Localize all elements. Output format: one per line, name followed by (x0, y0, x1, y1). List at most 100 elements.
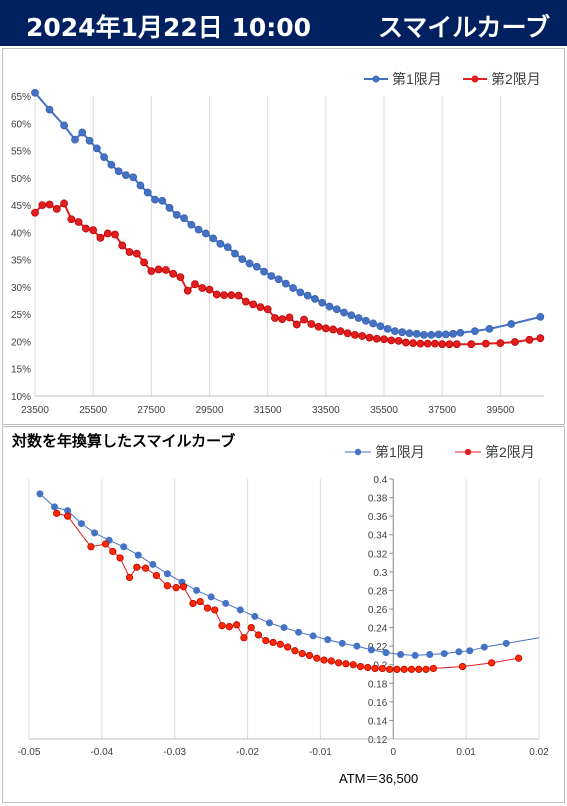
y-tick-label: 0.12 (368, 735, 388, 746)
series-line (39, 493, 540, 656)
data-point (222, 599, 230, 607)
data-point (338, 639, 346, 647)
page-header: 2024年1月22日 10:00 スマイルカーブ (0, 0, 567, 46)
data-point (165, 203, 174, 212)
data-point (193, 586, 201, 594)
y-tick-label: 0.24 (368, 624, 388, 635)
data-point (223, 243, 232, 251)
data-point (189, 599, 197, 608)
data-point (514, 654, 523, 662)
data-point (262, 636, 270, 645)
data-point (298, 649, 306, 658)
legend-swatch-marker (354, 448, 362, 456)
data-point (205, 285, 214, 294)
data-point (172, 211, 181, 219)
data-point (125, 573, 134, 582)
data-point (245, 259, 254, 268)
data-point (251, 612, 259, 620)
data-point (455, 648, 463, 656)
atm-annotation: ATM＝36,500 (339, 771, 418, 786)
smile-curve-chart-panel: 23500 25500 27500 29500 31500 33500 35500 37500… (2, 48, 565, 425)
data-point (163, 582, 172, 590)
data-point (481, 339, 490, 348)
data-point (480, 643, 488, 651)
y-tick-label: 0.36 (368, 512, 388, 523)
log-annualized-chart: 対数を年換算したスマイルカーブ -0.05 -0.04 -0.03 -0.02 -0.01… (11, 432, 549, 786)
data-point (305, 651, 314, 660)
data-point (121, 171, 130, 179)
data-point (300, 315, 308, 324)
data-point (325, 302, 334, 311)
data-point (383, 325, 392, 333)
data-point (343, 329, 352, 338)
data-point (36, 490, 44, 498)
data-point (466, 647, 474, 655)
data-point (281, 279, 290, 288)
data-point (429, 664, 437, 673)
data-point (60, 121, 68, 130)
x-tick-label: -0.01 (309, 747, 332, 758)
data-point (376, 322, 385, 331)
data-point (240, 634, 248, 642)
y-tick-label: 0.4 (373, 475, 387, 486)
data-point (332, 305, 341, 314)
x-tick-label: -0.04 (90, 747, 113, 758)
x-tick-label: -0.02 (236, 747, 259, 758)
data-point (129, 173, 138, 182)
y-tick-label: 65% (11, 92, 31, 103)
y-tick-label: 0.28 (368, 586, 388, 597)
data-point (496, 339, 505, 347)
data-point (502, 639, 510, 647)
data-point (82, 224, 90, 233)
data-point (431, 339, 439, 348)
data-point (89, 226, 98, 235)
x-tick-label: 27500 (137, 405, 165, 416)
series-line (34, 92, 541, 336)
y-tick-label: 0.14 (368, 716, 388, 727)
data-point (154, 265, 163, 274)
data-point (151, 195, 159, 204)
data-point (271, 314, 279, 322)
data-point (507, 320, 516, 328)
y-tick-label: 0.38 (368, 494, 388, 505)
data-point (456, 328, 465, 337)
data-point (85, 136, 94, 145)
data-point (397, 651, 405, 658)
data-point (485, 325, 494, 333)
header-date: 2024年1月22日 10:00 (26, 13, 312, 42)
x-tick-label: 35500 (370, 405, 398, 416)
data-point (284, 643, 292, 651)
data-point (525, 335, 534, 344)
data-point (211, 606, 219, 614)
data-point (354, 314, 363, 322)
data-point (336, 327, 345, 335)
data-point (361, 316, 370, 325)
y-tick-label: 10% (11, 392, 31, 403)
y-tick-label: 20% (11, 337, 31, 348)
data-point (416, 339, 425, 348)
y-tick-label: 0.16 (368, 698, 388, 709)
legend-label: 第2限月 (485, 444, 535, 460)
y-tick-label: 25% (11, 310, 31, 321)
data-point (147, 267, 156, 275)
log-annualized-chart-panel: 対数を年換算したスマイルカーブ -0.05 -0.04 -0.03 -0.02 -0.01… (2, 426, 565, 803)
data-point (295, 628, 303, 636)
x-tick-label: -0.03 (163, 747, 186, 758)
data-point (111, 230, 119, 239)
data-point (291, 647, 299, 655)
data-point (320, 656, 328, 664)
data-point (227, 291, 236, 299)
smile-curve-chart: 23500 25500 27500 29500 31500 33500 35500 37500… (11, 71, 545, 416)
data-point (31, 208, 39, 217)
data-point (233, 621, 241, 629)
data-point (191, 280, 199, 289)
x-tick-label: 29500 (196, 405, 224, 416)
data-point (107, 160, 116, 169)
y-tick-label: 0.26 (368, 605, 388, 616)
data-point (152, 571, 161, 580)
data-point (369, 319, 378, 328)
data-point (426, 651, 434, 658)
data-point (365, 333, 374, 342)
data-point (440, 650, 448, 658)
data-point (313, 654, 321, 662)
